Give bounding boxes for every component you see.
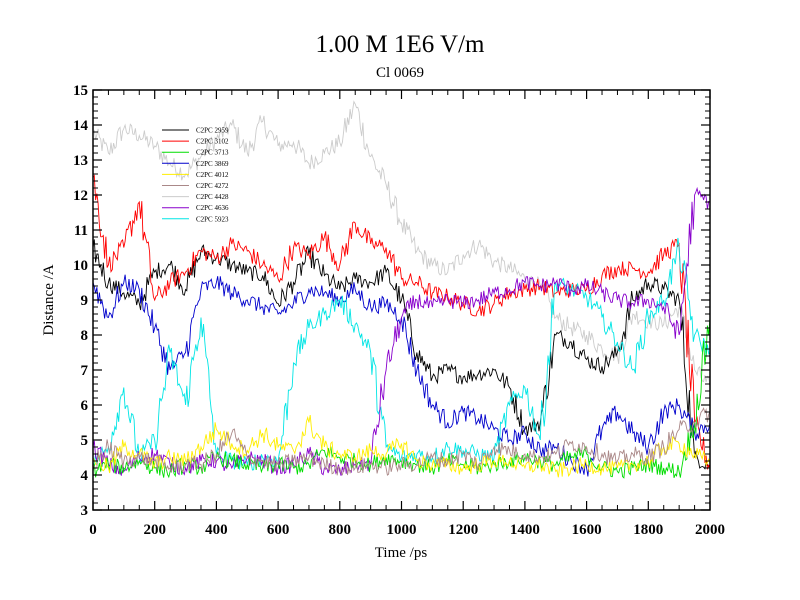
y-tick-label: 9 [81, 293, 89, 309]
y-tick-label: 11 [74, 223, 88, 239]
x-tick-label: 1800 [633, 522, 663, 538]
legend-label: C2PC 3869 [196, 160, 229, 168]
x-tick-label: 0 [89, 522, 97, 538]
chart-title: 1.00 M 1E6 V/m [315, 31, 485, 58]
x-tick-label: 1200 [448, 522, 478, 538]
y-tick-label: 14 [73, 118, 89, 134]
y-tick-label: 3 [81, 503, 89, 519]
y-tick-label: 6 [81, 398, 89, 414]
series-line-c2pc-4636 [92, 186, 711, 476]
x-tick-label: 200 [143, 522, 166, 538]
legend-label: C2PC 4272 [196, 182, 229, 190]
x-tick-label: 1000 [387, 522, 417, 538]
legend-label: C2PC 5923 [196, 215, 229, 223]
series-line-c2pc-5923 [92, 237, 711, 471]
y-tick-label: 7 [81, 363, 89, 379]
y-tick-label: 5 [81, 433, 89, 449]
y-tick-label: 15 [73, 83, 88, 99]
series-line-c2pc-4272 [92, 407, 711, 476]
y-tick-label: 4 [81, 468, 89, 484]
y-tick-label: 10 [73, 258, 88, 274]
ticks-layer [92, 89, 711, 511]
legend: C2PC 2959 C2PC 3102 C2PC 3713 C2PC 3869 C2PC… [162, 127, 229, 223]
series-layer [92, 100, 711, 479]
series-line-c2pc-4012 [92, 415, 711, 478]
y-tick-label: 8 [81, 328, 89, 344]
series-line-c2pc-4428 [92, 100, 711, 388]
series-line-c2pc-3713 [92, 317, 711, 479]
series-line-c2pc-3102 [92, 174, 711, 470]
y-tick-label: 12 [73, 188, 88, 204]
legend-label: C2PC 3102 [196, 138, 229, 146]
legend-label: C2PC 4636 [196, 204, 229, 212]
x-tick-label: 600 [267, 522, 290, 538]
legend-label: C2PC 3713 [196, 149, 229, 157]
legend-label: C2PC 2959 [196, 127, 229, 135]
x-tick-label: 1400 [510, 522, 540, 538]
legend-label: C2PC 4428 [196, 193, 229, 201]
x-tick-label: 800 [329, 522, 352, 538]
x-tick-label: 1600 [572, 522, 602, 538]
y-tick-label: 13 [73, 153, 88, 169]
x-tick-label: 400 [205, 522, 228, 538]
chart-subtitle: Cl 0069 [376, 65, 424, 81]
legend-label: C2PC 4012 [196, 171, 229, 179]
x-tick-label: 2000 [695, 522, 725, 538]
x-axis-label: Time /ps [375, 545, 428, 561]
y-axis-label: Distance /A [41, 264, 57, 335]
tick-labels: 0 200 400 600 800 1000 1200 1400 1600 1800 2000 3 4 5… [73, 83, 725, 538]
